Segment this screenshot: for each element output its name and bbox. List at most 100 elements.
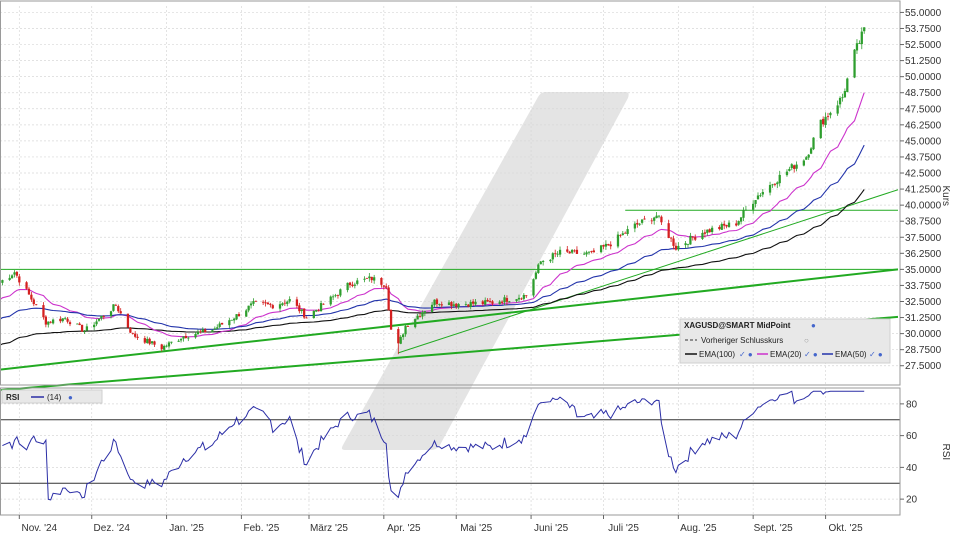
legend-prev-close: Vorheriger Schlusskurs <box>701 336 783 345</box>
candle-body <box>228 320 231 326</box>
candle-body <box>667 223 670 238</box>
candle-body <box>83 331 86 333</box>
candle-body <box>382 285 385 287</box>
candle-body <box>148 338 151 344</box>
candle-body <box>609 244 612 247</box>
candle-body <box>558 249 562 255</box>
candle-body <box>261 301 265 303</box>
candle-body <box>554 253 557 255</box>
candle-body <box>691 236 694 238</box>
candle-body <box>317 310 320 312</box>
watermark-slash <box>341 92 629 450</box>
candle-body <box>117 306 120 312</box>
candle-body <box>389 309 393 330</box>
time-tick-label: Apr. '25 <box>387 523 421 534</box>
candle-body <box>669 237 673 239</box>
candle-body <box>752 203 755 210</box>
candle-body <box>522 294 525 299</box>
candle-body <box>319 303 323 312</box>
candle-body <box>235 314 238 320</box>
candle-body <box>18 276 21 283</box>
candle-body <box>271 305 274 309</box>
candle-body <box>177 340 180 342</box>
candle-body <box>520 298 523 300</box>
candle-body <box>756 195 760 200</box>
price-tick-label: 33.7500 <box>905 281 942 292</box>
candle-body <box>76 323 79 325</box>
candle-body <box>15 271 19 276</box>
candle-body <box>13 272 16 275</box>
candle-body <box>633 223 637 229</box>
rsi-axis: 20 40 60 80 RSI <box>900 399 951 506</box>
candle-body <box>163 345 166 350</box>
candle-body <box>286 301 289 304</box>
candle-body <box>568 251 571 254</box>
candle-body <box>216 327 219 329</box>
candle-body <box>59 318 62 322</box>
candle-body <box>602 245 605 247</box>
candle-body <box>858 43 861 44</box>
candle-body <box>10 275 14 279</box>
candle-body <box>788 168 791 171</box>
candle-body <box>566 249 569 252</box>
candle-body <box>500 301 504 303</box>
price-axis-label: Kurs <box>940 186 951 207</box>
time-tick-label: Nov. '24 <box>21 523 57 534</box>
candle-body <box>339 289 342 296</box>
candle-body <box>218 323 221 327</box>
price-tick-label: 50.0000 <box>905 72 942 83</box>
candle-body <box>281 303 284 306</box>
legend-ema50-check-icon[interactable]: ✓ ● <box>869 350 883 359</box>
candle-body <box>421 312 424 317</box>
candle-body <box>346 282 349 291</box>
candle-body <box>829 112 832 116</box>
candle-body <box>380 277 383 285</box>
rsi-legend-name: RSI <box>6 393 19 402</box>
candle-body <box>636 222 639 225</box>
candle-body <box>8 277 11 280</box>
candle-body <box>532 279 535 296</box>
candle-body <box>414 319 417 328</box>
candle-body <box>805 157 808 160</box>
candle-body <box>245 310 248 317</box>
candle-body <box>655 215 658 219</box>
candle-body <box>109 311 113 317</box>
candle-body <box>539 261 542 265</box>
candle-body <box>498 301 501 305</box>
candle-body <box>196 331 200 335</box>
legend-prev-close-icon[interactable]: ○ <box>804 336 809 345</box>
rsi-settings-icon[interactable]: ● <box>68 393 73 402</box>
candle-body <box>322 303 325 305</box>
candle-body <box>331 296 335 298</box>
candle-body <box>457 304 460 308</box>
rsi-tick-label: 60 <box>906 431 918 442</box>
candle-body <box>266 302 270 305</box>
legend-settings-icon[interactable]: ● <box>811 321 816 330</box>
legend-ema100: EMA(100) <box>699 350 735 359</box>
rsi-panel-frame <box>0 387 901 516</box>
candle-body <box>727 222 731 228</box>
candle-body <box>404 325 407 335</box>
trend-line <box>398 189 899 354</box>
time-tick-label: Aug. '25 <box>680 523 717 534</box>
candle-body <box>795 164 798 169</box>
price-tick-label: 32.5000 <box>905 297 942 308</box>
candle-body <box>401 334 405 338</box>
candle-body <box>836 105 839 114</box>
candle-body <box>607 244 610 246</box>
candle-body <box>846 78 849 93</box>
candle-body <box>44 316 48 325</box>
candle-body <box>80 324 84 332</box>
candles <box>0 27 866 355</box>
candle-body <box>170 341 173 343</box>
price-tick-label: 47.5000 <box>905 104 942 115</box>
rsi-axis-label: RSI <box>940 444 951 461</box>
legend-ema20-check-icon[interactable]: ✓ ● <box>804 350 818 359</box>
legend-ema100-check-icon[interactable]: ✓ ● <box>739 350 753 359</box>
candle-body <box>737 221 740 225</box>
candle-body <box>66 318 69 322</box>
candle-body <box>387 287 390 311</box>
legend-ema50: EMA(50) <box>835 350 867 359</box>
price-panel-frame <box>0 0 901 386</box>
